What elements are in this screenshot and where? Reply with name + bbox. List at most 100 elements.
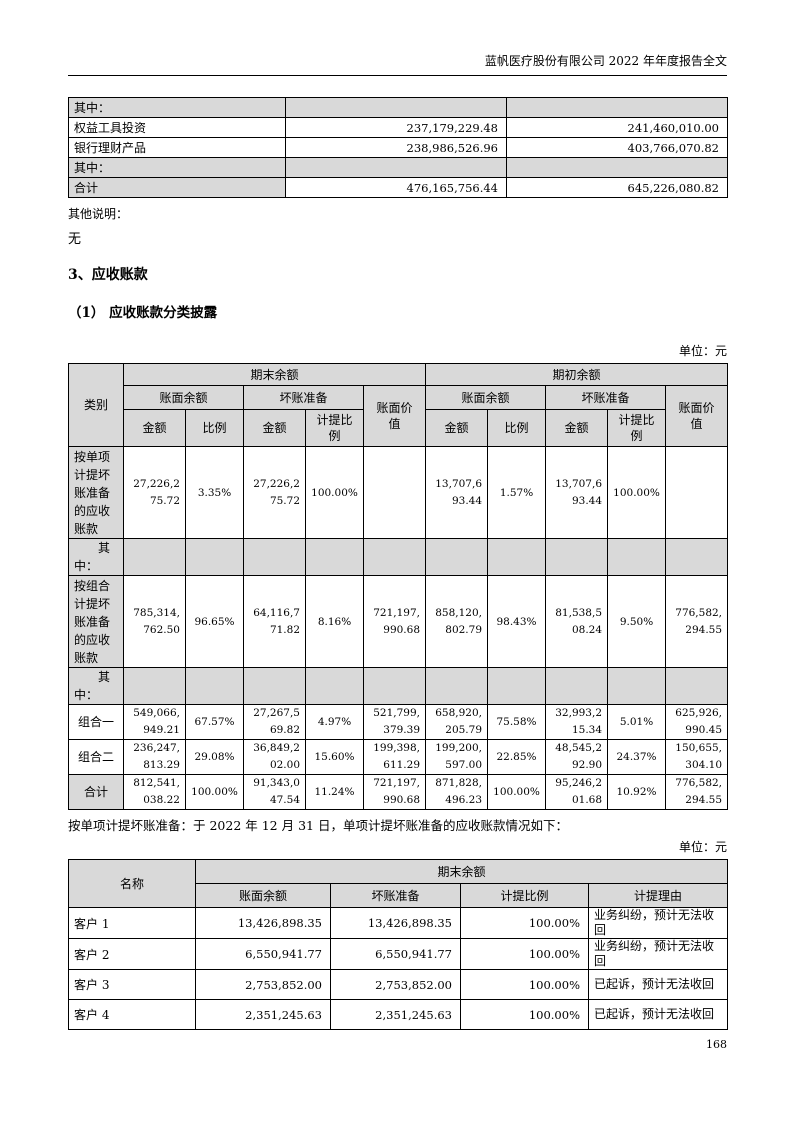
header-amount: 金额 — [243, 409, 306, 447]
amount-cell: 199,398,611.29 — [362, 739, 427, 775]
header-amount: 金额 — [425, 409, 489, 447]
reason-cell: 已起诉，预计无法收回 — [587, 999, 729, 1030]
amount-cell: 13,707,693.44 — [425, 446, 489, 539]
amount-cell — [362, 446, 427, 539]
amount-cell — [362, 667, 427, 705]
amount-cell — [123, 667, 186, 705]
table-row: 组合一 549,066,949.21 67.57% 27,267,569.82 4.97… — [68, 704, 729, 740]
reason-cell: 业务纠纷，预计无法收回 — [587, 907, 729, 939]
amount-cell: 199,200,597.00 — [425, 739, 489, 775]
table-row: 客户 2 6,550,941.77 6,550,941.77 100.00% 业务纠纷，… — [68, 938, 729, 970]
header-provision-ratio: 计提比例 — [607, 409, 667, 447]
beginning-amount-cell — [506, 97, 728, 118]
individual-provision-intro: 按单项计提坏账准备：于 2022 年 12 月 31 日，单项计提坏账准备的应收… — [68, 818, 568, 833]
amount-cell: 721,197,990.68 — [362, 575, 427, 668]
ending-amount-cell — [285, 97, 507, 118]
amount-cell: 27,267,569.82 — [243, 704, 306, 740]
row-label: 权益工具投资 — [68, 117, 286, 138]
table-row: 其中： — [68, 97, 728, 118]
header-carrying-amount: 账面价值 — [362, 385, 427, 447]
beginning-amount-cell: 403,766,070.82 — [506, 137, 728, 158]
ratio-cell: 29.08% — [185, 739, 244, 775]
ratio-cell: 24.37% — [607, 739, 667, 775]
individual-provision-table: 名称 期末余额 账面余额 坏账准备 计提比例 计提理由 客户 1 13,426,8… — [68, 859, 729, 1030]
header-provision-reason: 计提理由 — [587, 883, 729, 908]
row-label: 其中： — [68, 538, 124, 576]
amount-cell — [123, 538, 186, 576]
book-balance-cell: 6,550,941.77 — [195, 938, 331, 970]
page-number: 168 — [706, 1038, 727, 1051]
header-book-balance: 账面余额 — [195, 883, 331, 908]
header-title: 蓝帆医疗股份有限公司 2022 年年度报告全文 — [484, 54, 727, 68]
ratio-cell: 4.97% — [305, 704, 364, 740]
amount-cell: 785,314,762.50 — [123, 575, 186, 668]
table-row: 按组合计提坏账准备的应收账款 785,314,762.50 96.65% 64,116… — [68, 575, 729, 668]
ratio-cell — [607, 538, 667, 576]
reason-cell: 已起诉，预计无法收回 — [587, 969, 729, 1000]
ending-amount-cell: 238,986,526.96 — [285, 137, 507, 158]
amount-cell: 95,246,201.68 — [545, 774, 609, 810]
ratio-cell: 3.35% — [185, 446, 244, 539]
ratio-cell: 10.92% — [607, 774, 667, 810]
ratio-cell: 8.16% — [305, 575, 364, 668]
book-balance-cell: 2,351,245.63 — [195, 999, 331, 1030]
amount-cell: 521,799,379.39 — [362, 704, 427, 740]
row-label: 其中： — [68, 667, 124, 705]
ratio-cell: 98.43% — [487, 575, 547, 668]
ratio-cell: 100.00% — [460, 969, 589, 1000]
row-label: 其中： — [68, 157, 286, 178]
header-ending-balance: 期末余额 — [122, 363, 427, 386]
other-notes-value: 无 — [68, 232, 82, 247]
header-name: 名称 — [68, 859, 196, 908]
bad-debt-cell: 2,351,245.63 — [330, 999, 461, 1030]
amount-cell: 150,655,304.10 — [665, 739, 729, 775]
header-book-balance: 账面余额 — [123, 385, 244, 410]
ratio-cell: 5.01% — [607, 704, 667, 740]
ending-amount-cell: 476,165,756.44 — [285, 177, 507, 198]
header-carrying-amount: 账面价值 — [665, 385, 729, 447]
ending-amount-cell: 237,179,229.48 — [285, 117, 507, 138]
section-heading: 3、应收账款 — [68, 267, 148, 283]
amount-cell — [545, 538, 609, 576]
beginning-amount-cell — [506, 157, 728, 178]
amount-cell: 64,116,771.82 — [243, 575, 306, 668]
ratio-cell — [305, 667, 364, 705]
ratio-cell — [305, 538, 364, 576]
amount-cell — [425, 667, 489, 705]
table-header-row: 名称 期末余额 — [68, 859, 729, 908]
ratio-cell — [185, 667, 244, 705]
amount-cell — [362, 538, 427, 576]
table-row: 组合二 236,247,813.29 29.08% 36,849,202.00 15.6… — [68, 739, 729, 775]
row-label: 合计 — [68, 177, 286, 198]
amount-cell: 236,247,813.29 — [123, 739, 186, 775]
amount-cell: 812,541,038.22 — [123, 774, 186, 810]
amount-cell: 48,545,292.90 — [545, 739, 609, 775]
ratio-cell: 22.85% — [487, 739, 547, 775]
ratio-cell — [487, 538, 547, 576]
table-header-row: 账面余额 坏账准备 计提比例 计提理由 — [69, 883, 729, 908]
header-ending-balance: 期末余额 — [194, 859, 729, 884]
ratio-cell: 100.00% — [607, 446, 667, 539]
table-row: 银行理财产品 238,986,526.96 403,766,070.82 — [68, 137, 728, 158]
table-row: 合计 812,541,038.22 100.00% 91,343,047.54 11.2… — [68, 774, 729, 810]
amount-cell — [243, 667, 306, 705]
receivables-classification-table: 类别 期末余额 期初余额 账面余额 坏账准备 账面价值 账面余额 坏账准备 账面… — [68, 363, 729, 810]
amount-cell: 776,582,294.55 — [665, 575, 729, 668]
other-notes-label: 其他说明： — [68, 207, 129, 221]
table-header-row: 账面余额 坏账准备 账面价值 账面余额 坏账准备 账面价值 — [69, 385, 729, 447]
customer-name-cell: 客户 4 — [68, 999, 196, 1030]
header-amount: 金额 — [545, 409, 609, 447]
ratio-cell: 96.65% — [185, 575, 244, 668]
reason-cell: 业务纠纷，预计无法收回 — [587, 938, 729, 970]
amount-cell — [243, 538, 306, 576]
ratio-cell: 11.24% — [305, 774, 364, 810]
amount-cell: 27,226,275.72 — [123, 446, 186, 539]
table-row: 客户 3 2,753,852.00 2,753,852.00 100.00% 已起诉，预… — [68, 969, 729, 1000]
header-ratio: 比例 — [487, 409, 547, 447]
bad-debt-cell: 6,550,941.77 — [330, 938, 461, 970]
amount-cell: 81,538,508.24 — [545, 575, 609, 668]
table-row: 其中： — [68, 538, 729, 576]
page-header: 蓝帆医疗股份有限公司 2022 年年度报告全文 — [68, 0, 727, 76]
row-label: 银行理财产品 — [68, 137, 286, 158]
